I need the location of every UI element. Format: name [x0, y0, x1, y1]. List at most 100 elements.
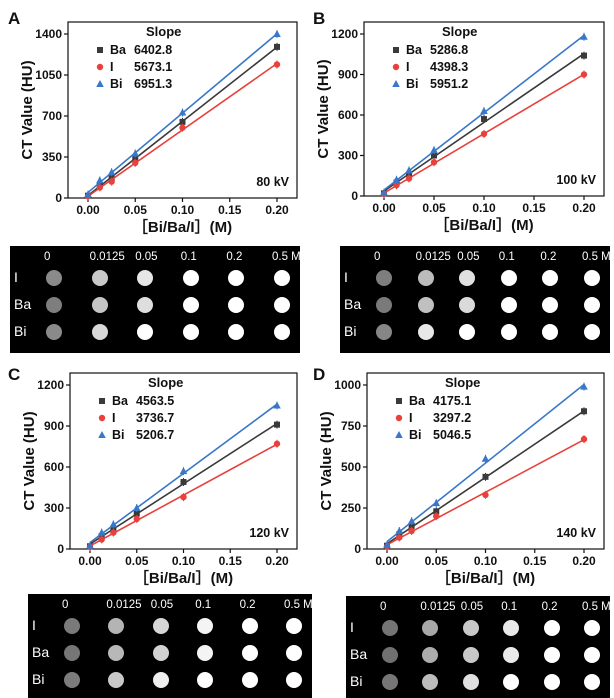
phantom-sample: [241, 645, 258, 661]
data-point-bi: [86, 541, 94, 549]
concentration-label: 0: [44, 251, 51, 263]
data-point-bi: [132, 504, 141, 511]
legend-slope-value: 3736.7: [136, 411, 174, 425]
phantom-sample: [503, 620, 520, 636]
data-point-i: [98, 536, 105, 543]
data-point-i: [108, 178, 115, 185]
legend-series-name: I: [112, 411, 115, 425]
phantom-row-label: I: [344, 269, 348, 285]
phantom-strip-c: 0 0.0125 0.05 0.1 0.2 0.5 M I Ba Bi: [28, 594, 313, 698]
x-tick-label: 0.10: [472, 201, 496, 215]
panel-a: A 0 350 700 1050 1400 0.00 0.05 0.10 0.15 0.20 CT …: [0, 0, 307, 349]
phantom-strip-a: 0 0.0125 0.05 0.1 0.2 0.5 M I Ba Bi: [10, 246, 301, 353]
concentration-label: 0.1: [498, 251, 515, 263]
phantom-sample: [228, 324, 245, 340]
concentration-label: 0.5 M: [582, 601, 611, 613]
panel-label: C: [8, 365, 21, 384]
x-tick-label: 0.05: [425, 554, 449, 568]
phantom-row-label: Bi: [344, 323, 357, 339]
data-point-ba: [581, 52, 587, 59]
phantom-sample: [376, 324, 392, 340]
data-point-bi: [430, 146, 438, 154]
data-point-bi: [580, 382, 588, 390]
y-tick-label: 750: [341, 419, 361, 433]
phantom-sample: [462, 674, 479, 690]
data-point-i: [273, 440, 281, 447]
data-point-ba: [482, 473, 489, 480]
phantom-row-label: I: [14, 269, 18, 285]
phantom-sample: [197, 645, 214, 661]
phantom-sample: [382, 620, 398, 636]
data-point-i: [408, 527, 415, 535]
concentration-label: 0.05: [150, 599, 174, 611]
phantom-sample: [182, 297, 199, 313]
data-point-ba: [408, 523, 415, 530]
x-tick-label: 0.10: [171, 203, 195, 217]
phantom-row-label: I: [32, 617, 36, 633]
legend-series-name: Ba: [406, 43, 423, 57]
legend-marker: [98, 414, 106, 422]
panel-label: A: [8, 9, 21, 28]
data-point-bi: [273, 401, 281, 409]
legend-marker: [393, 47, 399, 53]
phantom-sample: [228, 297, 245, 313]
data-point-ba: [110, 525, 117, 532]
concentration-label: 0.2: [541, 601, 558, 613]
phantom-sample: [137, 324, 154, 340]
legend-series-name: I: [110, 60, 113, 74]
legend-marker: [99, 398, 105, 404]
y-tick-label: 1000: [334, 378, 361, 392]
legend-slope-value: 6402.8: [134, 43, 172, 57]
data-point-i: [405, 175, 413, 182]
phantom-sample: [422, 620, 439, 636]
legend-series-name: Bi: [110, 77, 123, 91]
phantom-sample: [137, 270, 154, 286]
data-point-bi: [97, 528, 106, 536]
phantom-sample: [46, 324, 62, 340]
phantom-sample: [584, 270, 600, 286]
concentration-label: 0.0125: [415, 251, 451, 263]
phantom-sample: [417, 297, 434, 313]
data-point-i: [273, 61, 281, 68]
y-tick-label: 0: [55, 191, 62, 205]
phantom-sample: [286, 645, 302, 661]
concentration-label: 0.1: [180, 251, 197, 263]
data-point-i: [580, 435, 588, 443]
data-point-bi: [179, 467, 188, 475]
phantom-sample: [376, 270, 392, 286]
y-tick-label: 700: [42, 109, 62, 123]
panel-b: B 0 300 600 900 1200 0.00 0.05 0.10 0.15 0.20 CT V…: [307, 0, 614, 349]
legend-marker: [97, 47, 103, 53]
x-tick-label: 0.15: [522, 201, 546, 215]
data-point-ba: [581, 408, 587, 415]
phantom-row-label: Ba: [350, 646, 368, 662]
data-point-ba: [274, 421, 280, 428]
data-point-i: [179, 124, 186, 131]
legend-series-name: Bi: [112, 428, 125, 442]
fit-line-bi: [386, 383, 585, 543]
x-axis-label: ［Bi/Ba/I］(M): [436, 569, 535, 587]
phantom-sample: [274, 297, 290, 313]
phantom-row-label: Bi: [32, 671, 45, 687]
concentration-label: 0.0125: [420, 601, 456, 613]
x-tick-label: 0.10: [474, 554, 498, 568]
data-point-bi: [405, 166, 413, 174]
x-tick-label: 0.00: [76, 203, 100, 217]
phantom-sample: [584, 647, 600, 663]
concentration-label: 0: [374, 251, 381, 263]
chart-b: 0 300 600 900 1200 0.00 0.05 0.10 0.15 0.20 CT Val…: [315, 21, 605, 234]
legend-series-name: Ba: [112, 394, 129, 408]
data-point-ba: [431, 152, 437, 159]
y-axis-label: CT Value (HU): [318, 411, 335, 510]
x-tick-label: 0.00: [78, 554, 102, 568]
phantom-sample: [542, 297, 559, 313]
data-point-i: [396, 534, 403, 541]
legend-series-name: Ba: [110, 43, 127, 57]
data-point-ba: [274, 43, 280, 50]
phantom-sample: [286, 672, 302, 688]
concentration-label: 0.2: [540, 251, 557, 263]
phantom-sample: [584, 620, 600, 636]
data-point-ba: [481, 116, 487, 123]
data-point-bi: [580, 32, 588, 40]
data-point-i: [393, 182, 400, 189]
